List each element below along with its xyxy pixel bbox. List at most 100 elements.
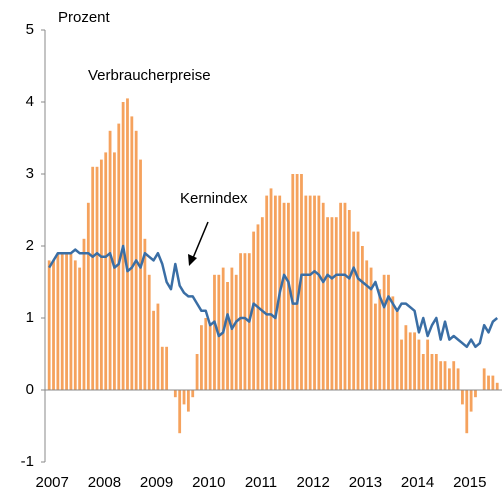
bar [443, 361, 447, 390]
bar [326, 217, 329, 390]
bar [400, 339, 403, 390]
bar [186, 390, 190, 412]
bar [182, 390, 186, 405]
bar [374, 303, 377, 390]
bar [330, 217, 334, 390]
bar [339, 202, 343, 390]
bar [91, 166, 95, 390]
bar [60, 253, 64, 390]
bar [482, 368, 486, 390]
bar [143, 238, 147, 390]
y-tick-label: 1 [26, 309, 34, 326]
bar [387, 274, 390, 390]
bar [308, 195, 312, 390]
bar [252, 231, 256, 390]
bar [126, 98, 129, 391]
y-tick-label: 3 [26, 165, 34, 182]
bar [234, 274, 238, 390]
bar [304, 195, 308, 390]
bar [382, 274, 386, 390]
bar [334, 217, 338, 390]
bar [426, 339, 430, 390]
bar [430, 354, 434, 390]
bar [491, 375, 495, 390]
bar [465, 390, 469, 434]
bar [69, 253, 73, 390]
y-tick-label: 4 [26, 93, 34, 110]
bar [313, 195, 316, 390]
bar [321, 202, 325, 390]
bar [208, 325, 212, 390]
bar [226, 282, 229, 390]
x-tick-label: 2007 [35, 474, 68, 491]
bar [295, 174, 299, 390]
bar [452, 361, 456, 390]
bar [78, 267, 82, 390]
bar [165, 346, 169, 390]
x-tick-label: 2015 [453, 474, 486, 491]
y-tick-label: 2 [26, 237, 34, 254]
bar [173, 390, 177, 398]
bar [113, 152, 116, 390]
bar [347, 210, 351, 390]
bar [456, 368, 460, 390]
bar [378, 289, 382, 390]
bar [282, 202, 286, 390]
bar [413, 332, 416, 390]
bar [269, 188, 273, 390]
bar [273, 195, 277, 390]
bar [474, 390, 477, 398]
bar [356, 231, 360, 390]
x-tick-label: 2014 [401, 474, 434, 491]
bar [469, 390, 473, 412]
bar [160, 346, 164, 390]
bar [343, 202, 347, 390]
x-tick-label: 2008 [88, 474, 121, 491]
line [48, 244, 499, 349]
bar [86, 202, 90, 390]
x-tick-label: 2013 [349, 474, 382, 491]
bar [391, 296, 395, 390]
y-axis-label: Prozent [58, 9, 111, 26]
bar [365, 260, 369, 390]
bar [213, 274, 216, 390]
series-annotation: Verbraucherpreise [88, 67, 211, 84]
bar [139, 159, 142, 390]
bar [152, 310, 155, 390]
bar [99, 159, 103, 390]
x-tick-label: 2010 [192, 474, 225, 491]
bar [434, 354, 438, 390]
bar [130, 116, 134, 391]
bar [395, 310, 399, 390]
bar [265, 195, 269, 390]
bar [108, 130, 112, 391]
bar [495, 382, 499, 390]
bar [317, 195, 321, 390]
x-tick-label: 2009 [140, 474, 173, 491]
bar [417, 339, 421, 390]
bar [352, 231, 356, 390]
y-tick-label: 5 [26, 21, 34, 38]
bar [82, 238, 86, 390]
bar [200, 325, 203, 390]
bar [461, 390, 464, 405]
bar [73, 260, 77, 390]
bar [156, 303, 160, 390]
bar [47, 260, 51, 390]
bar [195, 354, 199, 390]
bar [104, 152, 108, 390]
bar [287, 202, 290, 390]
bar [95, 166, 99, 390]
bar [243, 253, 247, 390]
x-tick-label: 2012 [296, 474, 329, 491]
bar [439, 361, 443, 390]
bar [487, 375, 490, 390]
bar [421, 354, 425, 390]
y-tick-label: 0 [26, 381, 34, 398]
bar [291, 174, 295, 390]
bar [404, 325, 408, 390]
bar [65, 253, 68, 390]
series-annotation: Kernindex [180, 190, 248, 207]
bar [239, 253, 242, 390]
